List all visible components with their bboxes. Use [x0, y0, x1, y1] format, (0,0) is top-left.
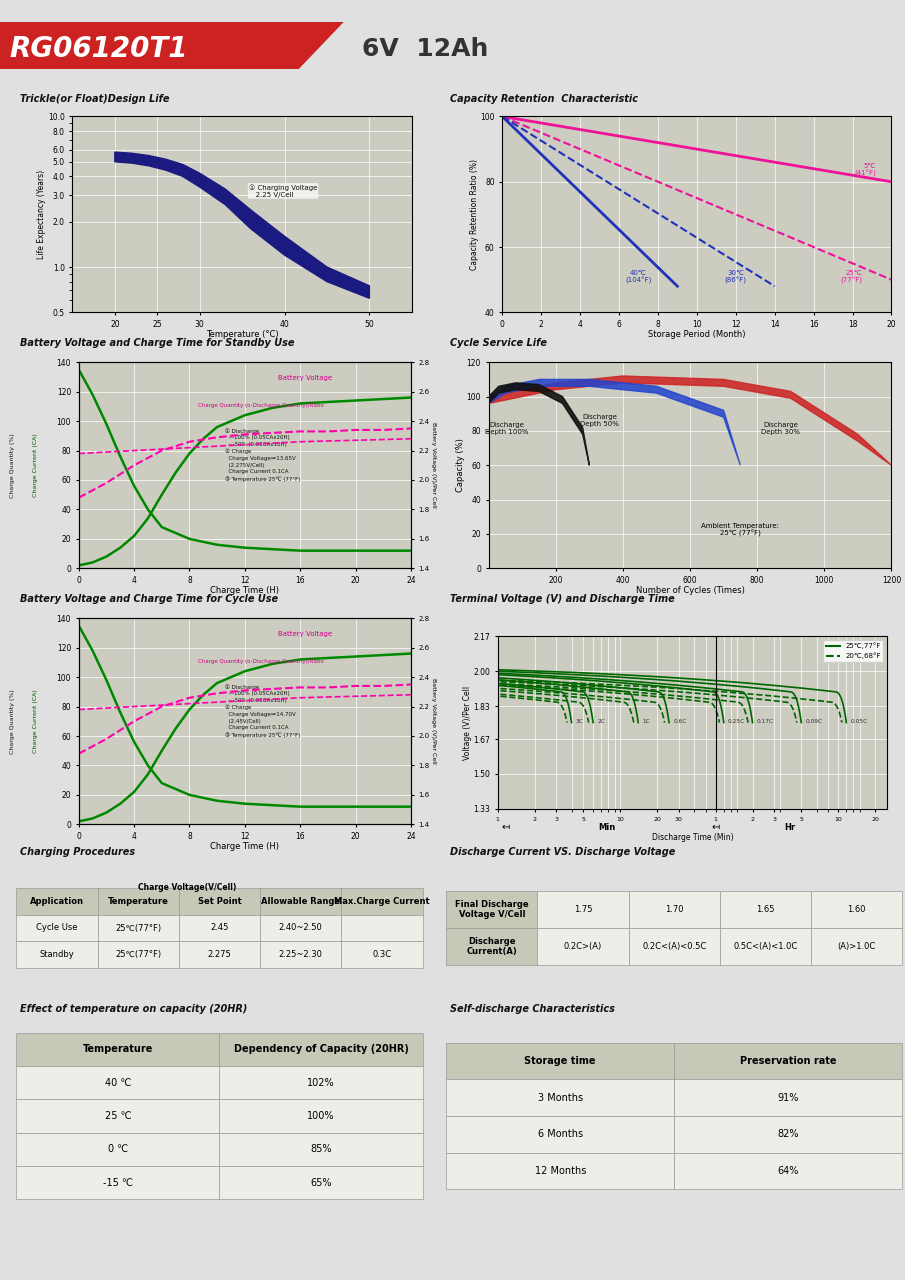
- Text: 0.17C: 0.17C: [757, 719, 774, 724]
- Text: Discharge Current VS. Discharge Voltage: Discharge Current VS. Discharge Voltage: [451, 847, 676, 858]
- Text: ① Discharge
  —100% (0.05CAx20H)
  ---50% (0.05CAx10H)
② Charge
  Charge Voltage: ① Discharge —100% (0.05CAx20H) ---50% (0…: [224, 685, 300, 737]
- Polygon shape: [489, 379, 740, 465]
- X-axis label: Number of Cycles (Times): Number of Cycles (Times): [635, 586, 745, 595]
- Text: Charge Quantity (o-Discharge Quantity)/Ratio: Charge Quantity (o-Discharge Quantity)/R…: [198, 403, 324, 408]
- Text: 3C: 3C: [576, 719, 584, 724]
- Text: Battery Voltage: Battery Voltage: [278, 631, 332, 636]
- Text: Hr: Hr: [784, 823, 795, 832]
- Text: 0.6C: 0.6C: [673, 719, 687, 724]
- Text: ↤: ↤: [501, 822, 510, 832]
- Text: Charge Quantity (%): Charge Quantity (%): [10, 689, 14, 754]
- Y-axis label: Battery Voltage (V)/Per Cell: Battery Voltage (V)/Per Cell: [431, 422, 436, 508]
- Text: Ambient Temperature:
25℃ (77°F): Ambient Temperature: 25℃ (77°F): [701, 524, 779, 538]
- Polygon shape: [115, 152, 369, 298]
- Polygon shape: [489, 383, 589, 465]
- Text: Cycle Service Life: Cycle Service Life: [451, 338, 548, 348]
- Text: Min: Min: [598, 823, 615, 832]
- X-axis label: Discharge Time (Min): Discharge Time (Min): [652, 833, 733, 842]
- Text: Capacity Retention  Characteristic: Capacity Retention Characteristic: [451, 95, 638, 104]
- Y-axis label: Voltage (V)/Per Cell: Voltage (V)/Per Cell: [462, 686, 472, 759]
- Text: Effect of temperature on capacity (20HR): Effect of temperature on capacity (20HR): [20, 1004, 247, 1014]
- Y-axis label: Capacity (%): Capacity (%): [456, 438, 465, 493]
- Text: 0.09C: 0.09C: [805, 719, 823, 724]
- Text: Discharge
Depth 100%: Discharge Depth 100%: [485, 422, 529, 435]
- Text: 5℃
(41°F): 5℃ (41°F): [854, 163, 876, 177]
- Text: 2C: 2C: [597, 719, 605, 724]
- Text: Self-discharge Characteristics: Self-discharge Characteristics: [451, 1004, 615, 1014]
- X-axis label: Charge Time (H): Charge Time (H): [210, 586, 280, 595]
- Text: Charging Procedures: Charging Procedures: [20, 847, 135, 858]
- Text: 1C: 1C: [643, 719, 650, 724]
- X-axis label: Charge Time (H): Charge Time (H): [210, 842, 280, 851]
- Y-axis label: Life Expectancy (Years): Life Expectancy (Years): [37, 170, 46, 259]
- Text: Charge Quantity (%): Charge Quantity (%): [10, 433, 14, 498]
- Text: Charge Quantity (o-Discharge Quantity)/Ratio: Charge Quantity (o-Discharge Quantity)/R…: [198, 659, 324, 664]
- Text: RG06120T1: RG06120T1: [9, 36, 187, 63]
- Text: Discharge
Depth 30%: Discharge Depth 30%: [761, 422, 800, 435]
- Text: ↤: ↤: [712, 822, 719, 832]
- Text: ① Discharge
  —100% (0.05CAx20H)
  ---50% (0.05CAx10H)
② Charge
  Charge Voltage: ① Discharge —100% (0.05CAx20H) ---50% (0…: [224, 429, 300, 481]
- Text: 6V  12Ah: 6V 12Ah: [362, 37, 489, 61]
- X-axis label: Storage Period (Month): Storage Period (Month): [648, 330, 746, 339]
- Text: 0.05C: 0.05C: [851, 719, 868, 724]
- Legend: 25℃,77°F, 20℃,68°F: 25℃,77°F, 20℃,68°F: [823, 640, 883, 662]
- Text: Charge Current (CA): Charge Current (CA): [33, 434, 38, 497]
- Polygon shape: [489, 376, 891, 465]
- Y-axis label: Battery Voltage (V)/Per Cell: Battery Voltage (V)/Per Cell: [431, 678, 436, 764]
- Text: 25℃
(77°F): 25℃ (77°F): [840, 270, 862, 284]
- Polygon shape: [0, 22, 344, 69]
- Text: 40℃
(104°F): 40℃ (104°F): [625, 270, 652, 284]
- Text: Battery Voltage and Charge Time for Standby Use: Battery Voltage and Charge Time for Stan…: [20, 338, 294, 348]
- Text: Battery Voltage and Charge Time for Cycle Use: Battery Voltage and Charge Time for Cycl…: [20, 594, 278, 604]
- Text: Discharge
Depth 50%: Discharge Depth 50%: [580, 413, 619, 426]
- Text: Terminal Voltage (V) and Discharge Time: Terminal Voltage (V) and Discharge Time: [451, 594, 675, 604]
- Text: 0.25C: 0.25C: [728, 719, 745, 724]
- Text: Trickle(or Float)Design Life: Trickle(or Float)Design Life: [20, 95, 169, 104]
- X-axis label: Temperature (°C): Temperature (°C): [205, 330, 279, 339]
- Text: ① Charging Voltage
   2.25 V/Cell: ① Charging Voltage 2.25 V/Cell: [249, 184, 318, 197]
- Y-axis label: Capacity Retention Ratio (%): Capacity Retention Ratio (%): [470, 159, 479, 270]
- Text: Battery Voltage: Battery Voltage: [278, 375, 332, 380]
- Text: 30℃
(86°F): 30℃ (86°F): [725, 270, 747, 284]
- Text: Charge Current (CA): Charge Current (CA): [33, 690, 38, 753]
- Text: Charge Voltage(V/Cell): Charge Voltage(V/Cell): [138, 883, 236, 892]
